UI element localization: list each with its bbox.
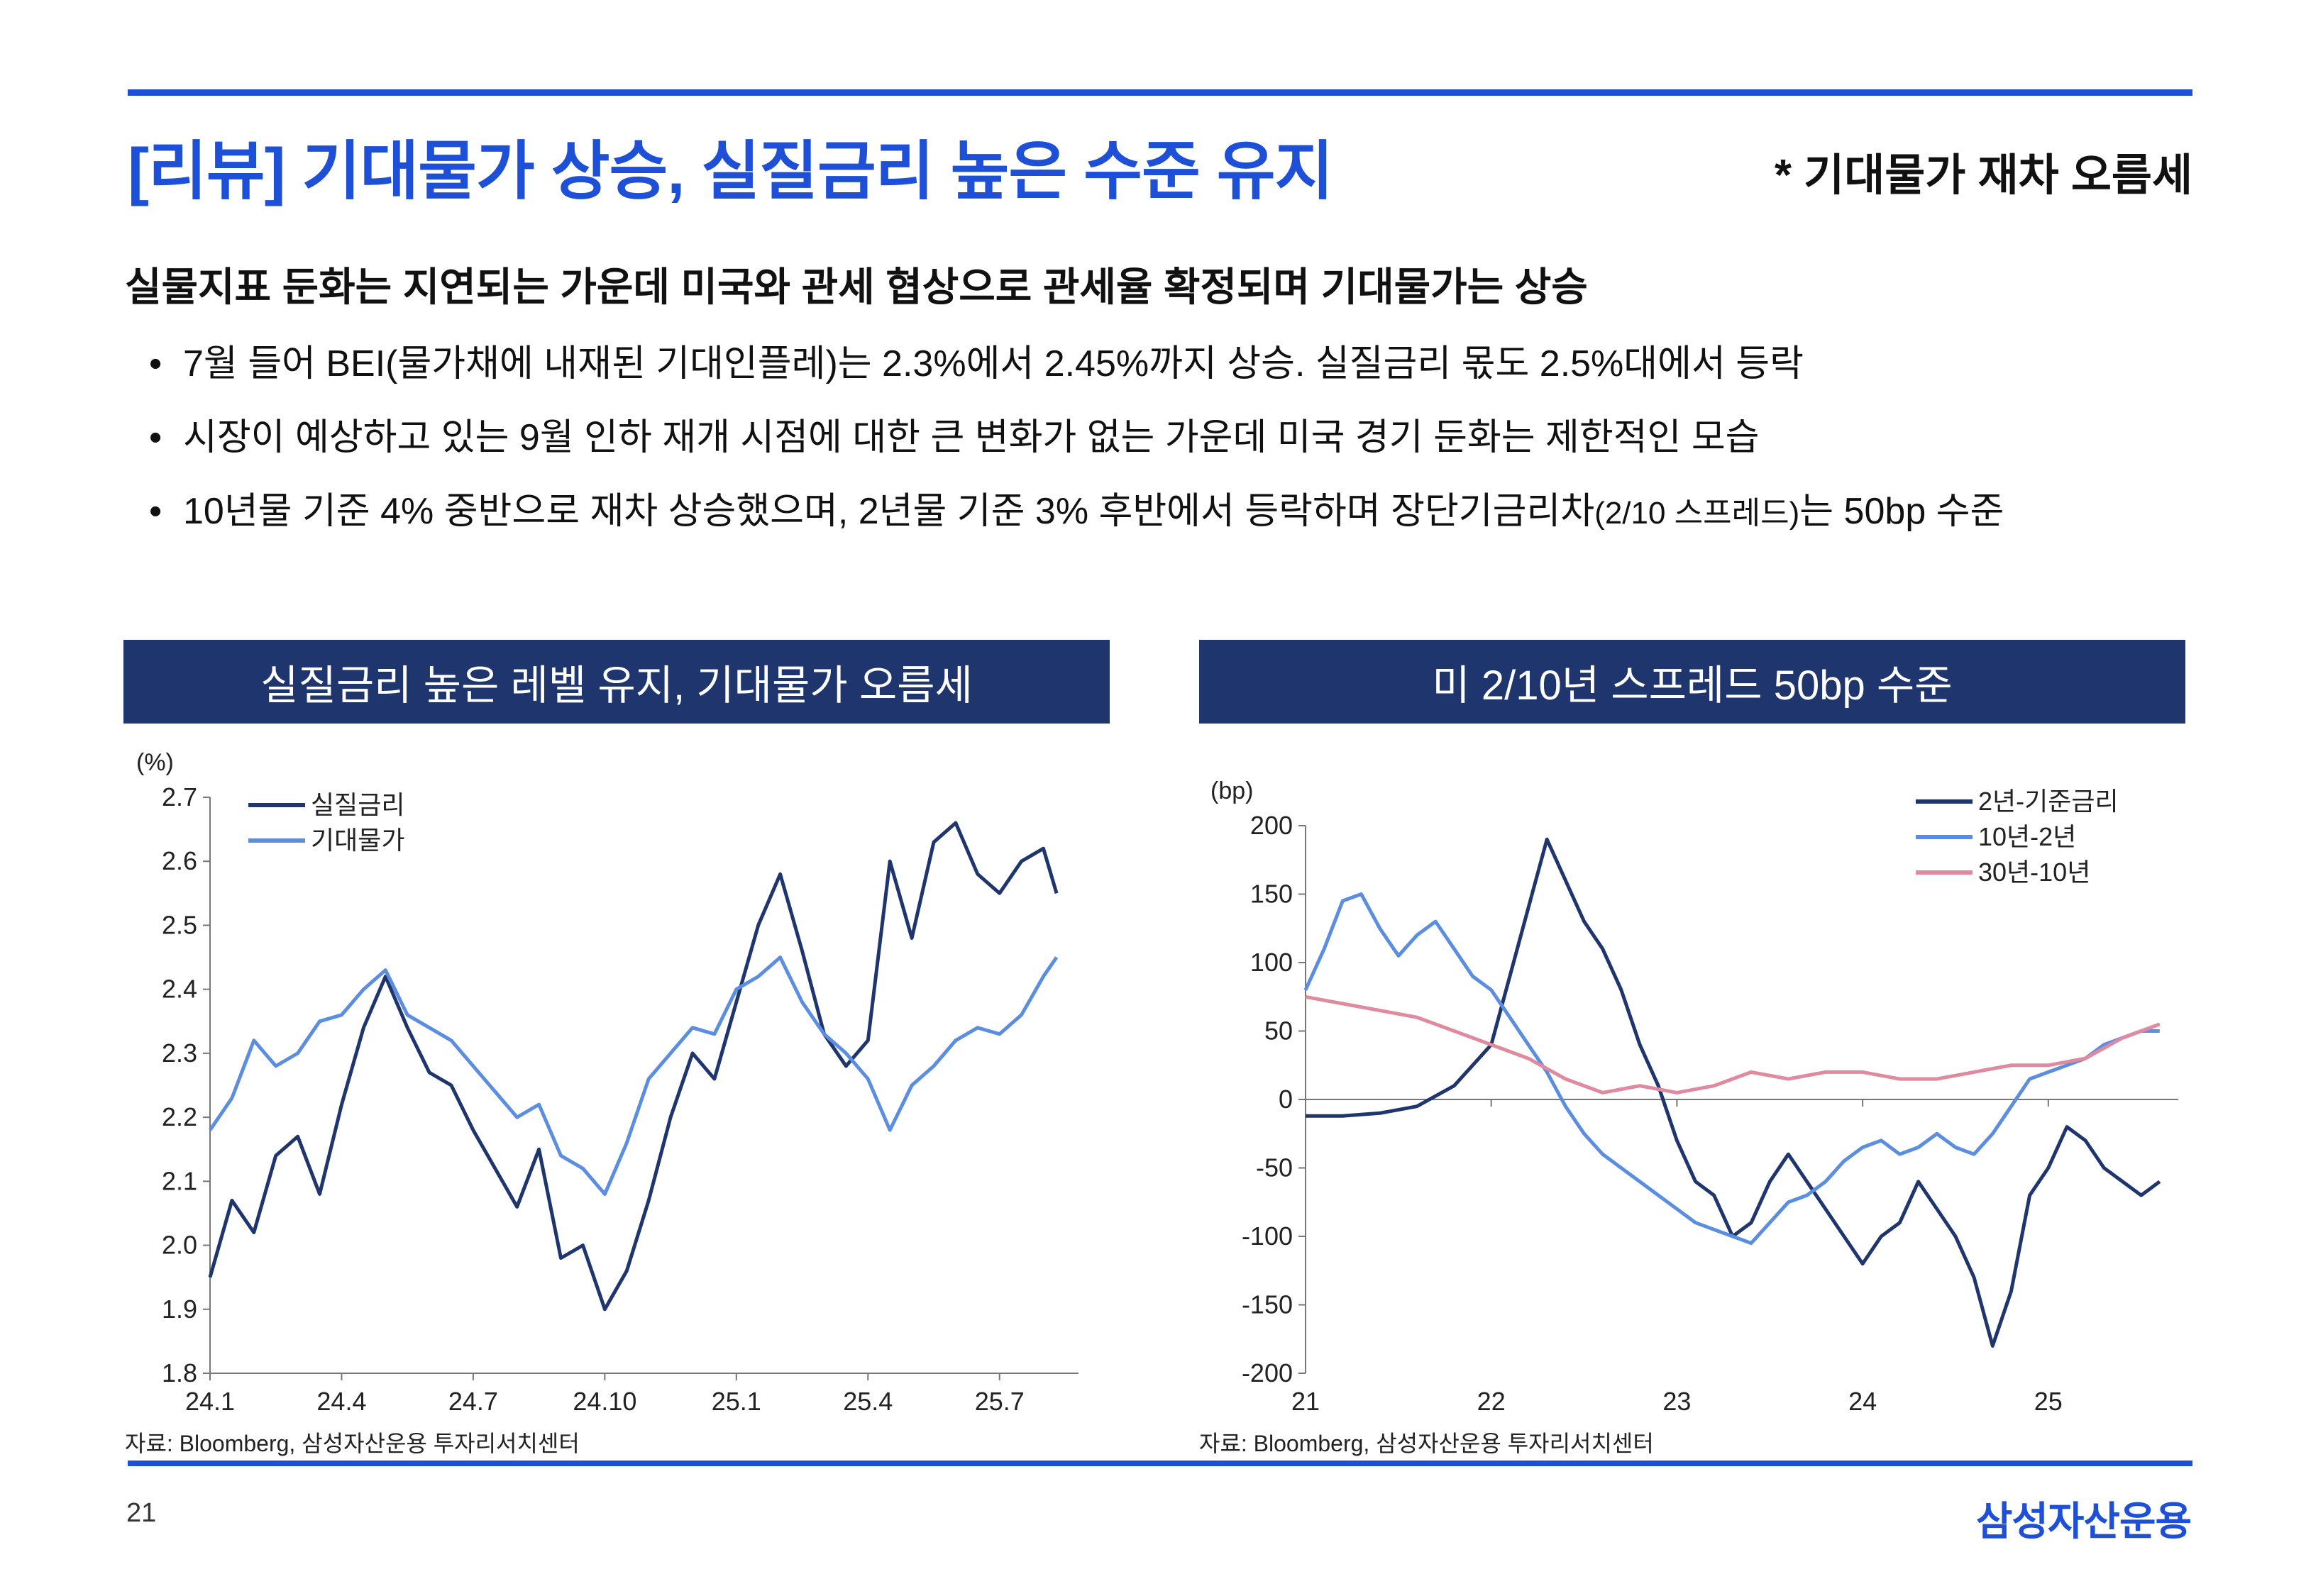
y-tick-label: 2.5 [162,910,197,939]
x-tick-label: 24.4 [316,1387,366,1416]
x-tick-label: 25.1 [712,1387,761,1416]
y-tick-label: -150 [1242,1290,1293,1319]
bullet-text: 7월 들어 BEI(물가채에 내재된 기대인플레)는 2.3%에서 2.45%까… [183,343,1804,384]
left-source-note: 자료: Bloomberg, 삼성자산운용 투자리서치센터 [125,1431,580,1456]
x-tick-label: 22 [1477,1387,1506,1416]
y-tick-label: 2.0 [162,1231,197,1260]
x-tick-label: 24.1 [185,1387,235,1416]
y-tick-label: -50 [1256,1153,1293,1182]
y-tick-label: 2.4 [162,975,197,1004]
headline: 실물지표 둔화는 지연되는 가운데 미국와 관세 협상으로 관세율 확정되며 기… [125,265,1588,309]
series-line-2 [1303,892,2160,1246]
left-panel-header: 실질금리 높은 레벨 유지, 기대물가 오름세 [123,640,1110,724]
x-tick-label: 21 [1291,1387,1320,1416]
y-tick-label: 2.2 [162,1102,197,1131]
bullet-dot: • [149,417,162,458]
y-tick-label: 2.7 [162,782,197,811]
tag-note: * 기대물가 재차 오름세 [1774,151,2192,200]
y-axis-unit: (bp) [1210,777,1253,804]
y-tick-label: 0 [1279,1085,1293,1114]
bullet-text: 10년물 기준 4% 중반으로 재차 상승했으며, 2년물 기준 3% 후반에서… [183,491,1595,532]
y-tick-label: 2.1 [162,1166,197,1195]
bullet-3: • 10년물 기준 4% 중반으로 재차 상승했으며, 2년물 기준 3% 후반에… [149,481,2004,534]
y-tick-label: 50 [1264,1016,1293,1046]
right-panel-header: 미 2/10년 스프레드 50bp 수준 [1199,640,2185,724]
y-axis-unit: (%) [136,749,174,776]
page-number: 21 [126,1498,157,1528]
brand-logo: 삼성자산운용 [1975,1499,2192,1544]
right-chart: (bp) -200 -150 -100 -50 0 50 100 150 200 21 22 23 24 2… [1210,777,2178,1416]
top-rule [128,89,2192,96]
x-tick-label: 24 [1848,1387,1877,1416]
legend-label-1: 실질금리 [311,790,404,819]
y-tick-label: -100 [1242,1221,1293,1251]
y-tick-label: -200 [1242,1358,1293,1387]
x-tick-label: 25 [2034,1387,2063,1416]
legend-label-3: 30년-10년 [1978,858,2090,887]
x-tick-label: 23 [1662,1387,1691,1416]
series-line-3 [1305,994,2161,1095]
bullet-text-small: (2/10 스프레드) [1594,496,1800,531]
y-tick-label: 1.9 [162,1295,197,1324]
y-tick-label: 2.3 [162,1038,197,1068]
series-line-1 [1306,837,2161,1348]
bullet-text-post: 는 50bp 수준 [1799,491,2004,532]
bullet-dot: • [149,491,162,532]
bullet-dot: • [149,343,162,384]
bullet-2: • 시장이 예상하고 있는 9월 인하 재개 시점에 대한 큰 변화가 없는 가운… [149,407,1760,460]
legend-label-2: 기대물가 [311,826,404,855]
series-line-2 [208,955,1059,1196]
y-tick-label: 2.6 [162,846,197,875]
legend-label-2: 10년-2년 [1978,822,2076,851]
legend-label-1: 2년-기준금리 [1978,787,2119,816]
page-title: [리뷰] 기대물가 상승, 실질금리 높은 수준 유지 [128,136,1333,207]
x-tick-label: 25.7 [975,1387,1025,1416]
x-tick-label: 24.10 [573,1387,636,1416]
bullet-text: 시장이 예상하고 있는 9월 인하 재개 시점에 대한 큰 변화가 없는 가운데… [183,417,1760,458]
y-tick-label: 100 [1250,948,1293,977]
y-tick-label: 200 [1250,811,1293,840]
bullet-1: • 7월 들어 BEI(물가채에 내재된 기대인플레)는 2.3%에서 2.45%… [149,333,1804,387]
series-line-1 [208,821,1059,1312]
y-tick-label: 150 [1250,880,1293,909]
x-tick-label: 25.4 [843,1387,893,1416]
x-tick-label: 24.7 [448,1387,498,1416]
bottom-rule [128,1461,2192,1466]
right-source-note: 자료: Bloomberg, 삼성자산운용 투자리서치센터 [1199,1431,1654,1456]
y-tick-label: 1.8 [162,1358,197,1387]
left-chart: (%) 1.8 1.9 2.0 2.1 2.2 2.3 2.4 2.5 2.6 2.7 24.1 24.… [136,749,1078,1416]
